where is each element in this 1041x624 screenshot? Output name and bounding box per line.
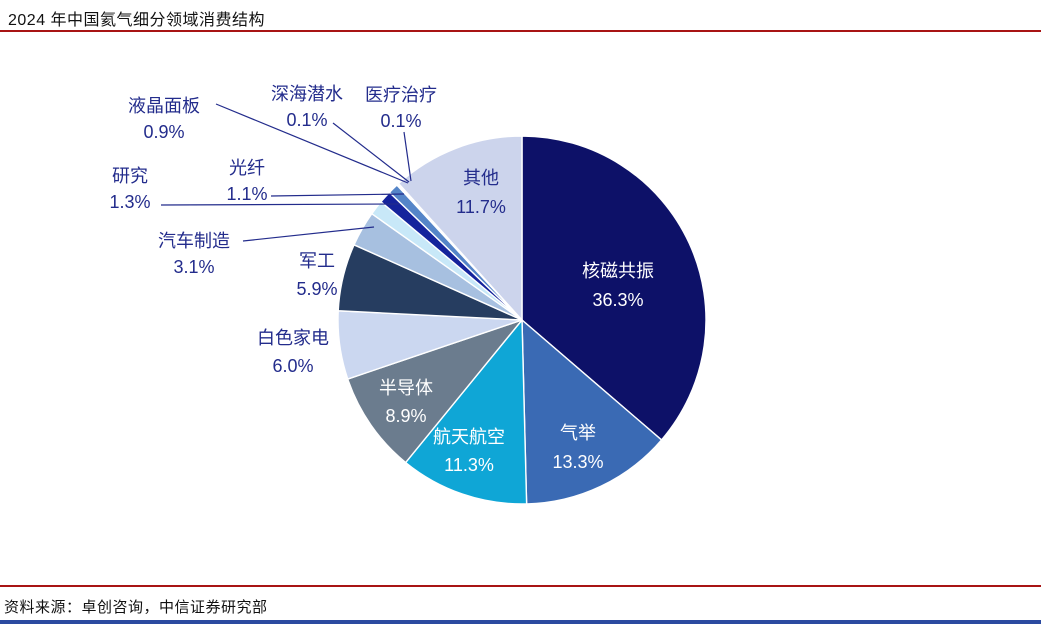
slice-pct-optical-fiber: 1.1% <box>226 184 267 204</box>
slice-label-lcd-panel: 液晶面板 <box>128 96 200 116</box>
slice-pct-mri: 36.3% <box>592 290 643 310</box>
slice-pct-others: 11.7% <box>456 197 506 217</box>
slice-label-military: 军工 <box>299 251 335 271</box>
slice-label-white-goods: 白色家电 <box>257 328 329 348</box>
slice-label-semiconductor: 半导体 <box>379 378 433 398</box>
slice-label-optical-fiber: 光纤 <box>229 158 265 178</box>
pie-slice-gas-lift <box>521 319 663 505</box>
slice-pct-deep-sea-diving: 0.1% <box>286 110 327 130</box>
slice-pct-medical-treatment: 0.1% <box>380 111 421 131</box>
slice-pct-white-goods: 6.0% <box>272 356 313 376</box>
leader-line-deep-sea-diving <box>332 122 410 183</box>
slice-pct-semiconductor: 8.9% <box>385 406 426 426</box>
slice-label-research: 研究 <box>112 166 148 186</box>
title-rule <box>0 30 1041 32</box>
slice-label-automotive: 汽车制造 <box>158 231 230 251</box>
leader-line-research <box>160 203 400 206</box>
leader-line-medical-treatment <box>403 131 412 182</box>
pie-slice-semiconductor <box>347 319 523 464</box>
slice-pct-research: 1.3% <box>109 192 150 212</box>
footer-rule <box>0 585 1041 587</box>
slice-pct-gas-lift: 13.3% <box>552 452 603 472</box>
bottom-accent-bar <box>0 620 1041 624</box>
leader-line-automotive <box>242 226 375 242</box>
leader-line-optical-fiber <box>270 193 405 197</box>
pie-slice-aerospace <box>404 319 528 505</box>
slice-label-medical-treatment: 医疗治疗 <box>365 85 437 105</box>
slice-label-deep-sea-diving: 深海潜水 <box>271 84 343 104</box>
source-text: 资料来源：卓创咨询，中信证券研究部 <box>4 599 268 616</box>
slice-label-mri: 核磁共振 <box>582 261 654 281</box>
chart-title: 2024 年中国氦气细分领域消费结构 <box>8 12 266 29</box>
slice-pct-aerospace: 11.3% <box>444 455 494 475</box>
slice-pct-military: 5.9% <box>296 279 337 299</box>
leader-line-lcd-panel <box>215 103 409 184</box>
slice-label-others: 其他 <box>463 168 499 188</box>
slice-pct-lcd-panel: 0.9% <box>143 122 184 142</box>
slice-label-gas-lift: 气举 <box>560 423 596 443</box>
slice-pct-automotive: 3.1% <box>173 257 214 277</box>
slice-label-aerospace: 航天航空 <box>433 427 505 447</box>
pie-slice-mri <box>521 135 707 441</box>
